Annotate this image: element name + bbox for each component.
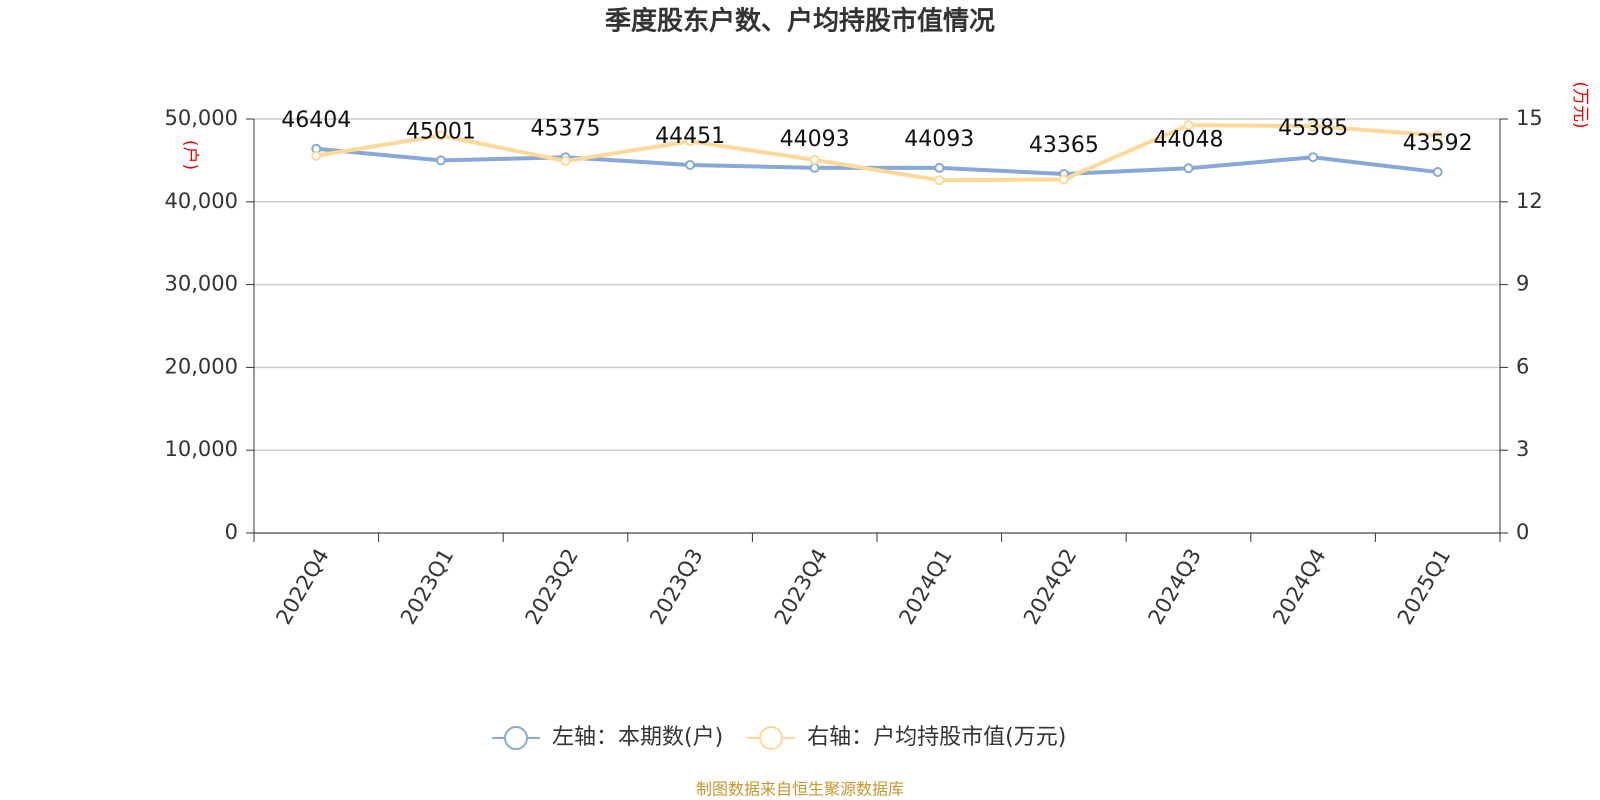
point	[685, 136, 696, 147]
data-label: 43592	[1403, 131, 1473, 156]
data-label: 44451	[655, 124, 725, 149]
data-label: 45001	[406, 119, 476, 144]
y-tick-label: 50,000	[165, 106, 238, 130]
y2-axis-title: (万元)	[1570, 81, 1590, 128]
x-tick-label: 2023Q2	[521, 545, 583, 629]
point	[1183, 163, 1194, 174]
point	[560, 155, 571, 166]
y-tick-label: 10,000	[165, 437, 238, 461]
point	[934, 162, 945, 173]
legend-marker	[759, 726, 784, 750]
point	[435, 130, 446, 141]
source-note: 制图数据来自恒生聚源数据库	[696, 780, 904, 799]
point	[809, 154, 820, 165]
y2-tick-label: 3	[1516, 437, 1529, 461]
y-tick-label: 40,000	[165, 189, 238, 213]
data-label: 44093	[904, 127, 974, 152]
data-label: 44048	[1154, 127, 1224, 152]
y2-tick-label: 9	[1516, 272, 1529, 296]
point	[685, 159, 696, 170]
y-tick-label: 0	[225, 520, 238, 544]
point	[1432, 167, 1443, 178]
point	[1432, 130, 1443, 141]
x-tick-label: 2023Q4	[770, 545, 832, 629]
data-label: 43365	[1029, 133, 1099, 158]
data-label: 45385	[1278, 116, 1348, 141]
x-tick-label: 2024Q2	[1019, 545, 1081, 629]
point	[1058, 174, 1069, 185]
legend-item: 右轴：户均持股市值(万元)	[747, 725, 1066, 750]
legend-label: 左轴：本期数(户)	[552, 725, 723, 750]
point	[934, 175, 945, 186]
x-tick-label: 2023Q3	[645, 545, 707, 629]
y-tick-label: 30,000	[165, 272, 238, 296]
x-tick-label: 2024Q4	[1268, 545, 1330, 629]
y-tick-label: 20,000	[165, 354, 238, 378]
y2-tick-label: 6	[1516, 354, 1529, 378]
data-label: 44093	[780, 127, 850, 152]
y2-tick-label: 15	[1516, 106, 1543, 130]
data-label: 45375	[531, 116, 601, 141]
legend-label: 右轴：户均持股市值(万元)	[807, 725, 1066, 750]
x-tick-label: 2024Q1	[894, 545, 956, 629]
y2-tick-label: 0	[1516, 520, 1529, 544]
chart-title: 季度股东户数、户均持股市值情况	[605, 6, 995, 37]
point	[1308, 152, 1319, 163]
x-tick-label: 2023Q1	[396, 545, 458, 629]
x-tick-label: 2022Q4	[271, 545, 333, 629]
legend-marker	[504, 726, 528, 750]
x-tick-label: 2025Q1	[1393, 545, 1455, 629]
line	[316, 146, 1438, 176]
point	[435, 155, 446, 166]
point	[1308, 121, 1319, 132]
y-axis-title: (户)	[180, 140, 200, 170]
x-tick-label: 2024Q3	[1144, 545, 1206, 629]
line	[315, 123, 1438, 183]
y2-tick-label: 12	[1516, 189, 1543, 213]
point	[311, 150, 322, 161]
legend-item: 左轴：本期数(户)	[492, 725, 723, 750]
data-label: 46404	[281, 108, 351, 133]
point	[809, 162, 820, 173]
point	[1183, 120, 1194, 131]
